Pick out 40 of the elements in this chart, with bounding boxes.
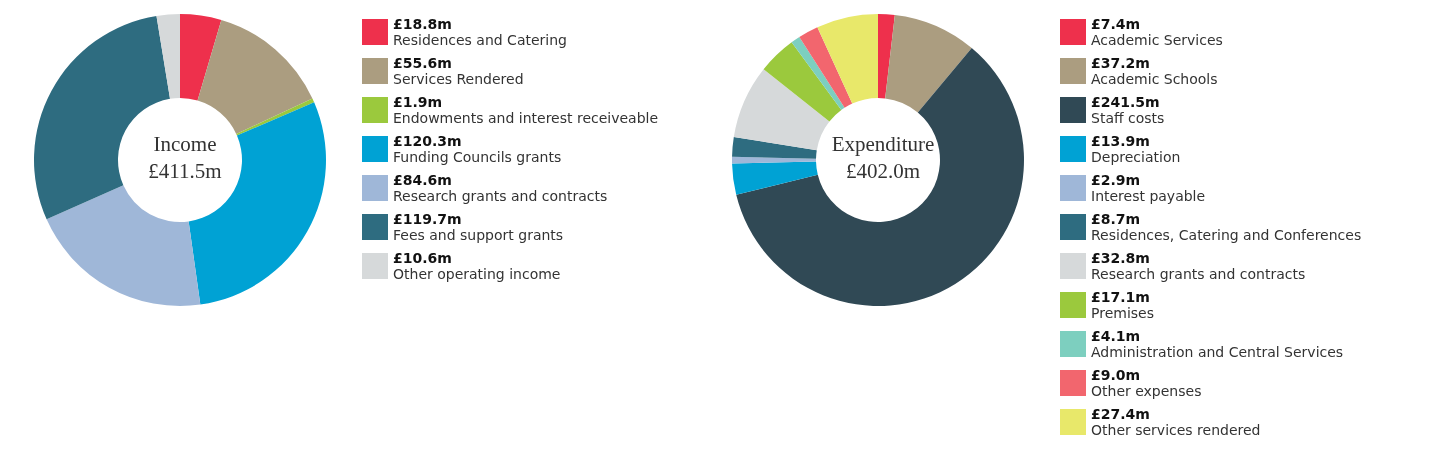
legend-label: Residences, Catering and Conferences: [1091, 227, 1362, 243]
data-label: £2.9m: [1091, 172, 1141, 188]
legend-label: Other expenses: [1091, 383, 1202, 399]
data-label: £55.6m: [393, 55, 452, 71]
data-label: £120.3m: [393, 133, 462, 149]
legend-label: Research grants and contracts: [1091, 266, 1306, 282]
legend-label: Research grants and contracts: [393, 188, 608, 204]
data-label: £32.8m: [1091, 250, 1150, 266]
data-label: £84.6m: [393, 172, 452, 188]
data-label: £27.4m: [1091, 406, 1150, 422]
legend-label: Depreciation: [1091, 149, 1181, 165]
legend-label: Academic Services: [1091, 32, 1223, 48]
legend-label: Other services rendered: [1091, 422, 1261, 438]
data-label: £1.9m: [393, 94, 443, 110]
data-label: £10.6m: [393, 250, 452, 266]
legend-label: Premises: [1091, 305, 1154, 321]
data-label: £18.8m: [393, 16, 452, 32]
data-label: £9.0m: [1091, 367, 1141, 383]
text: £411.5m: [148, 158, 222, 183]
legend-label: Academic Schools: [1091, 71, 1218, 87]
data-label: £13.9m: [1091, 133, 1150, 149]
data-label: £7.4m: [1091, 16, 1141, 32]
legend-label: Staff costs: [1091, 110, 1165, 126]
text: Expenditure: [831, 131, 935, 156]
legend-label: Services Rendered: [393, 71, 524, 87]
legend-label: Interest payable: [1091, 188, 1206, 204]
data-label: £119.7m: [393, 211, 462, 227]
data-label: £37.2m: [1091, 55, 1150, 71]
text: Income: [153, 131, 217, 156]
legend-label: Endowments and interest receiveable: [393, 110, 659, 126]
legend-label: Residences and Catering: [393, 32, 567, 48]
legend-label: Other operating income: [393, 266, 561, 282]
legend-label: Funding Councils grants: [393, 149, 562, 165]
data-label: £4.1m: [1091, 328, 1141, 344]
data-label: £241.5m: [1091, 94, 1160, 110]
legend-label: Fees and support grants: [393, 227, 564, 243]
data-label: £8.7m: [1091, 211, 1141, 227]
legend-label: Administration and Central Services: [1091, 344, 1344, 360]
data-label: £17.1m: [1091, 289, 1150, 305]
text: £402.0m: [845, 158, 921, 183]
